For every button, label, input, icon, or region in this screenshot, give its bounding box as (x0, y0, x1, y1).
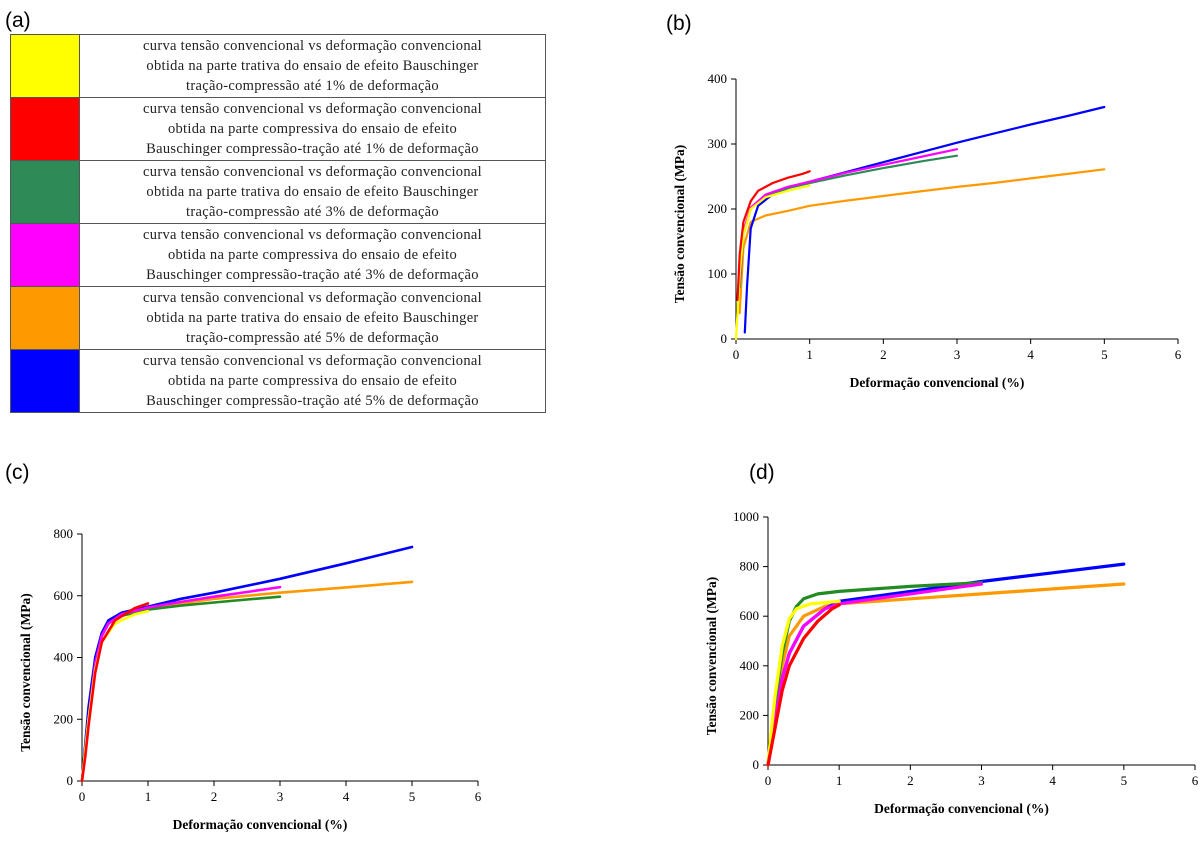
legend-text-line: obtida na parte compressiva do ensaio de… (80, 119, 545, 139)
legend-text: curva tensão convencional vs deformação … (80, 35, 546, 98)
y-tick-label: 600 (740, 608, 760, 623)
y-tick-label: 400 (54, 650, 74, 665)
panel-label-c: (c) (5, 461, 30, 485)
x-tick-label: 4 (1049, 773, 1056, 788)
y-axis-label: Tensão convencional (MPa) (704, 577, 719, 736)
legend-table: curva tensão convencional vs deformação … (10, 34, 546, 413)
legend-text-line: obtida na parte trativa do ensaio de efe… (80, 308, 545, 328)
legend-swatch (11, 287, 80, 350)
x-tick-label: 5 (409, 789, 416, 804)
y-tick-label: 200 (708, 201, 728, 216)
legend-text: curva tensão convencional vs deformação … (80, 350, 546, 413)
x-tick-label: 2 (211, 789, 218, 804)
y-tick-label: 0 (67, 773, 74, 788)
x-tick-label: 0 (733, 347, 740, 362)
x-tick-label: 6 (475, 789, 482, 804)
x-tick-label: 0 (79, 789, 86, 804)
y-tick-label: 1000 (733, 509, 759, 524)
legend-text: curva tensão convencional vs deformação … (80, 161, 546, 224)
legend-text-line: tração-compressão até 1% de deformação (80, 76, 545, 96)
legend-text-line: obtida na parte compressiva do ensaio de… (80, 245, 545, 265)
legend-text-line: curva tensão convencional vs deformação … (80, 351, 545, 371)
legend-text-line: curva tensão convencional vs deformação … (80, 36, 545, 56)
legend-row: curva tensão convencional vs deformação … (11, 98, 546, 161)
x-axis-label: Deformação convencional (%) (173, 817, 348, 832)
x-tick-label: 6 (1175, 347, 1182, 362)
x-tick-label: 0 (765, 773, 772, 788)
series-line (82, 547, 412, 781)
series-line (768, 584, 982, 765)
x-tick-label: 3 (277, 789, 284, 804)
legend-row: curva tensão convencional vs deformação … (11, 161, 546, 224)
legend-text-line: tração-compressão até 5% de deformação (80, 328, 545, 348)
series-line (745, 107, 1105, 333)
x-tick-label: 4 (1027, 347, 1034, 362)
legend-row: curva tensão convencional vs deformação … (11, 35, 546, 98)
legend-text-line: curva tensão convencional vs deformação … (80, 162, 545, 182)
y-tick-label: 800 (54, 526, 74, 541)
legend-text-line: obtida na parte trativa do ensaio de efe… (80, 56, 545, 76)
panel-label-a: (a) (5, 9, 31, 33)
legend-swatch (11, 350, 80, 413)
y-axis-label: Tensão convencional (MPa) (18, 593, 33, 752)
x-axis-label: Deformação convencional (%) (874, 801, 1049, 816)
y-tick-label: 300 (708, 136, 728, 151)
chart-d: 0 1 2 3 4 5 6 0 200 400 600 800 1000 Deformação conve… (690, 505, 1202, 845)
legend-swatch (11, 35, 80, 98)
y-axis-label: Tensão convencional (MPa) (672, 145, 687, 304)
y-tick-label: 400 (708, 71, 728, 86)
series-line (768, 583, 982, 765)
legend-text-line: Bauschinger compressão-tração até 3% de … (80, 265, 545, 285)
x-tick-label: 1 (145, 789, 152, 804)
series-line (740, 169, 1105, 313)
y-tick-label: 400 (740, 658, 760, 673)
y-tick-label: 100 (708, 266, 728, 281)
chart-b: 0 1 2 3 4 5 6 0 100 200 300 400 Deformação convencio… (660, 65, 1200, 415)
panel-label-b: (b) (666, 12, 692, 36)
series-line (82, 604, 148, 782)
panel-label-d: (d) (749, 461, 775, 485)
x-axis-label: Deformação convencional (%) (850, 375, 1025, 390)
legend-row: curva tensão convencional vs deformação … (11, 287, 546, 350)
x-tick-label: 2 (880, 347, 887, 362)
y-tick-label: 200 (740, 707, 760, 722)
x-tick-label: 4 (343, 789, 350, 804)
x-tick-label: 2 (907, 773, 914, 788)
legend-row: curva tensão convencional vs deformação … (11, 350, 546, 413)
series-line (740, 156, 957, 287)
legend-text-line: obtida na parte trativa do ensaio de efe… (80, 182, 545, 202)
legend-text-line: Bauschinger compressão-tração até 5% de … (80, 391, 545, 411)
y-tick-label: 600 (54, 588, 74, 603)
x-tick-label: 5 (1121, 773, 1128, 788)
y-tick-label: 800 (740, 559, 760, 574)
legend-text-line: curva tensão convencional vs deformação … (80, 225, 545, 245)
legend-text-line: curva tensão convencional vs deformação … (80, 288, 545, 308)
chart-c: 0 1 2 3 4 5 6 0 200 400 600 800 Deformação convencio… (0, 525, 500, 845)
legend-text-line: obtida na parte compressiva do ensaio de… (80, 371, 545, 391)
x-tick-label: 3 (978, 773, 985, 788)
x-tick-label: 6 (1192, 773, 1199, 788)
legend-text-line: curva tensão convencional vs deformação … (80, 99, 545, 119)
x-tick-label: 1 (836, 773, 843, 788)
legend-swatch (11, 224, 80, 287)
legend-text-line: Bauschinger compressão-tração até 1% de … (80, 139, 545, 159)
legend-swatch (11, 161, 80, 224)
legend-text: curva tensão convencional vs deformação … (80, 224, 546, 287)
x-tick-label: 1 (806, 347, 813, 362)
series-line (82, 587, 280, 781)
legend-text: curva tensão convencional vs deformação … (80, 287, 546, 350)
y-tick-label: 200 (54, 711, 74, 726)
x-tick-label: 3 (954, 347, 961, 362)
legend-text: curva tensão convencional vs deformação … (80, 98, 546, 161)
y-tick-label: 0 (753, 757, 760, 772)
y-tick-label: 0 (721, 331, 728, 346)
legend-text-line: tração-compressão até 3% de deformação (80, 202, 545, 222)
legend-swatch (11, 98, 80, 161)
legend-row: curva tensão convencional vs deformação … (11, 224, 546, 287)
x-tick-label: 5 (1101, 347, 1108, 362)
